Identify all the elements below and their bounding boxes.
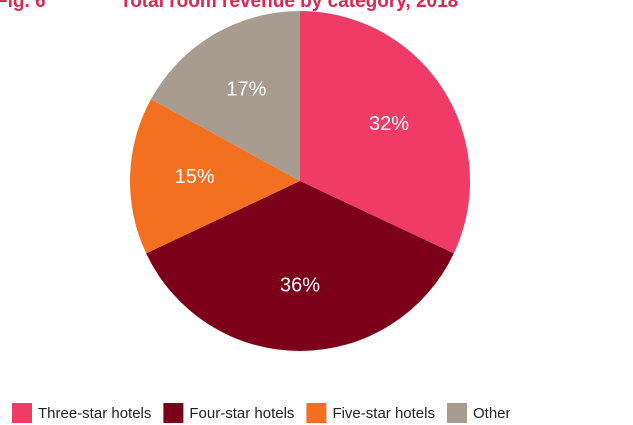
pie-slice (130, 99, 300, 254)
pie-slice (146, 181, 454, 352)
legend-label: Four-star hotels (189, 405, 294, 422)
slice-label: 32% (369, 113, 409, 135)
legend-swatch (12, 403, 32, 423)
legend-label: Other (473, 405, 511, 422)
slice-label: 17% (226, 79, 266, 101)
legend-label: Five-star hotels (332, 405, 435, 422)
pie-slice (300, 11, 470, 254)
legend-label: Three-star hotels (38, 405, 151, 422)
legend-swatch (446, 403, 467, 423)
legend-swatch (163, 403, 184, 423)
pie-slice (151, 11, 300, 181)
slice-label: 15% (175, 166, 215, 188)
figure-label: Fig. 6 (0, 0, 46, 12)
slice-label: 36% (280, 275, 320, 297)
chart-title: Total room revenue by category, 2018 (120, 0, 458, 12)
legend-swatch (306, 403, 327, 423)
